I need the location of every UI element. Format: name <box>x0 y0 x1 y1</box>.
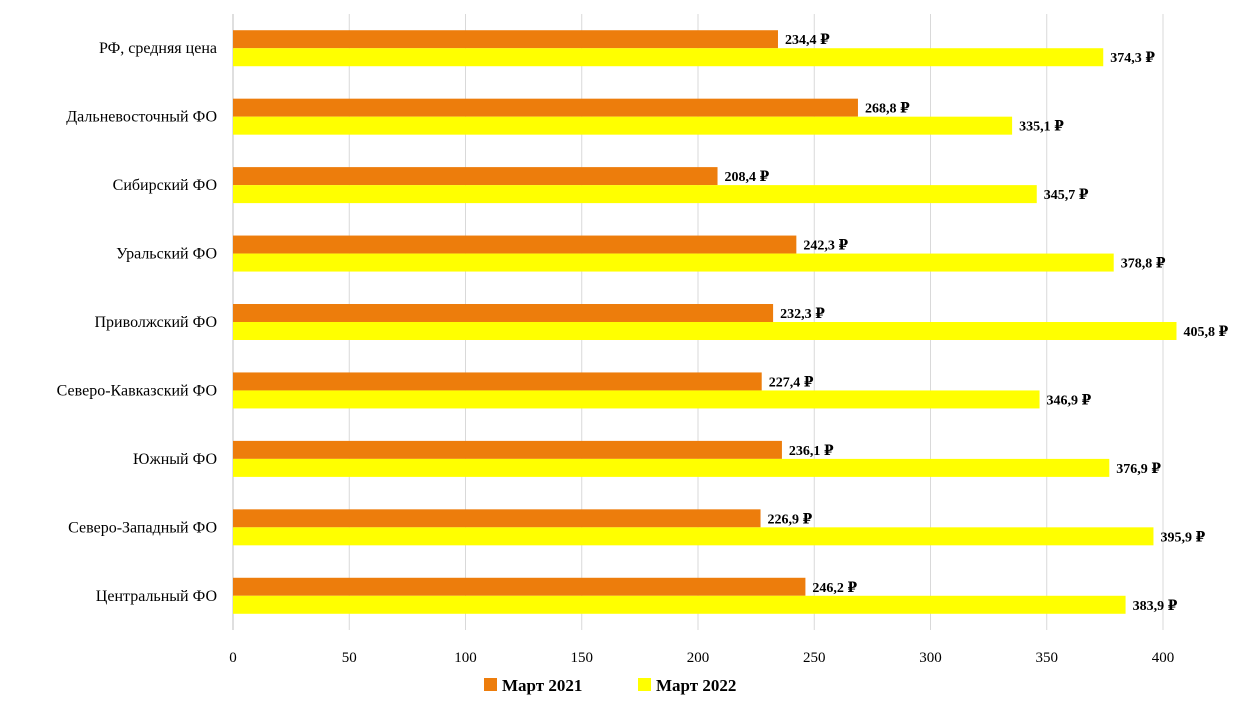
legend-swatch <box>484 678 497 691</box>
category-label: Дальневосточный ФО <box>66 109 217 126</box>
category-label: Северо-Кавказский ФО <box>57 382 217 399</box>
data-label: 268,8 ₽ <box>865 102 910 117</box>
bar-march-2021 <box>233 509 761 528</box>
category-label: Приволжский ФО <box>95 314 218 331</box>
category-label: Центральный ФО <box>96 588 217 605</box>
category-label: РФ, средняя цена <box>99 40 217 57</box>
legend-swatch <box>638 678 651 691</box>
bar-march-2022 <box>233 390 1040 409</box>
data-label: 236,1 ₽ <box>789 444 834 459</box>
bars <box>233 30 1177 614</box>
data-label: 346,9 ₽ <box>1047 393 1092 408</box>
bar-march-2022 <box>233 185 1037 204</box>
data-label: 227,4 ₽ <box>769 375 814 390</box>
bar-march-2021 <box>233 372 762 391</box>
x-tick-label: 150 <box>571 650 594 666</box>
x-tick-labels: 0 50 100 150 200 250 300 350 400 <box>229 650 1174 666</box>
bar-march-2022 <box>233 48 1104 67</box>
x-tick-label: 0 <box>229 650 237 666</box>
data-label: 383,9 ₽ <box>1133 599 1178 614</box>
bar-march-2022 <box>233 116 1013 135</box>
data-label: 345,7 ₽ <box>1044 188 1089 203</box>
bar-march-2022 <box>233 595 1126 614</box>
category-label: Сибирский ФО <box>113 177 217 194</box>
data-label: 395,9 ₽ <box>1160 530 1205 545</box>
bar-march-2021 <box>233 235 797 254</box>
bar-march-2021 <box>233 30 778 49</box>
bar-march-2021 <box>233 167 718 186</box>
data-labels: 234,4 ₽ 374,3 ₽ 268,8 ₽ 335,1 ₽ 208,4 ₽ 345,7… <box>725 33 1229 614</box>
data-label: 242,3 ₽ <box>803 239 848 254</box>
data-label: 232,3 ₽ <box>780 307 825 322</box>
legend: Март 2021 Март 2022 <box>484 676 736 695</box>
x-tick-label: 200 <box>687 650 710 666</box>
data-label: 374,3 ₽ <box>1110 51 1155 66</box>
bar-march-2022 <box>233 527 1154 546</box>
x-tick-label: 100 <box>454 650 477 666</box>
data-label: 246,2 ₽ <box>812 581 857 596</box>
data-label: 234,4 ₽ <box>785 33 830 48</box>
x-tick-label: 400 <box>1152 650 1175 666</box>
category-label: Южный ФО <box>133 451 217 468</box>
legend-entry: Март 2021 <box>502 676 582 695</box>
data-label: 226,9 ₽ <box>768 512 813 527</box>
category-labels: РФ, средняя цена Дальневосточный ФО Сибирс… <box>57 40 217 605</box>
x-tick-label: 350 <box>1036 650 1059 666</box>
bar-march-2021 <box>233 577 806 596</box>
bar-march-2022 <box>233 322 1177 340</box>
x-tick-label: 300 <box>919 650 942 666</box>
data-label: 405,8 ₽ <box>1183 325 1228 340</box>
bar-march-2022 <box>233 253 1114 272</box>
bar-march-2021 <box>233 98 858 117</box>
x-tick-label: 250 <box>803 650 826 666</box>
x-tick-label: 50 <box>342 650 357 666</box>
data-label: 208,4 ₽ <box>725 170 770 185</box>
data-label: 378,8 ₽ <box>1121 257 1166 272</box>
legend-entry: Март 2022 <box>656 676 736 695</box>
category-label: Северо-Западный ФО <box>68 519 217 536</box>
data-label: 335,1 ₽ <box>1019 120 1064 135</box>
data-label: 376,9 ₽ <box>1116 462 1161 477</box>
bar-march-2021 <box>233 440 782 459</box>
bar-march-2022 <box>233 458 1110 477</box>
bar-march-2021 <box>233 304 774 322</box>
category-label: Уральский ФО <box>116 246 217 263</box>
